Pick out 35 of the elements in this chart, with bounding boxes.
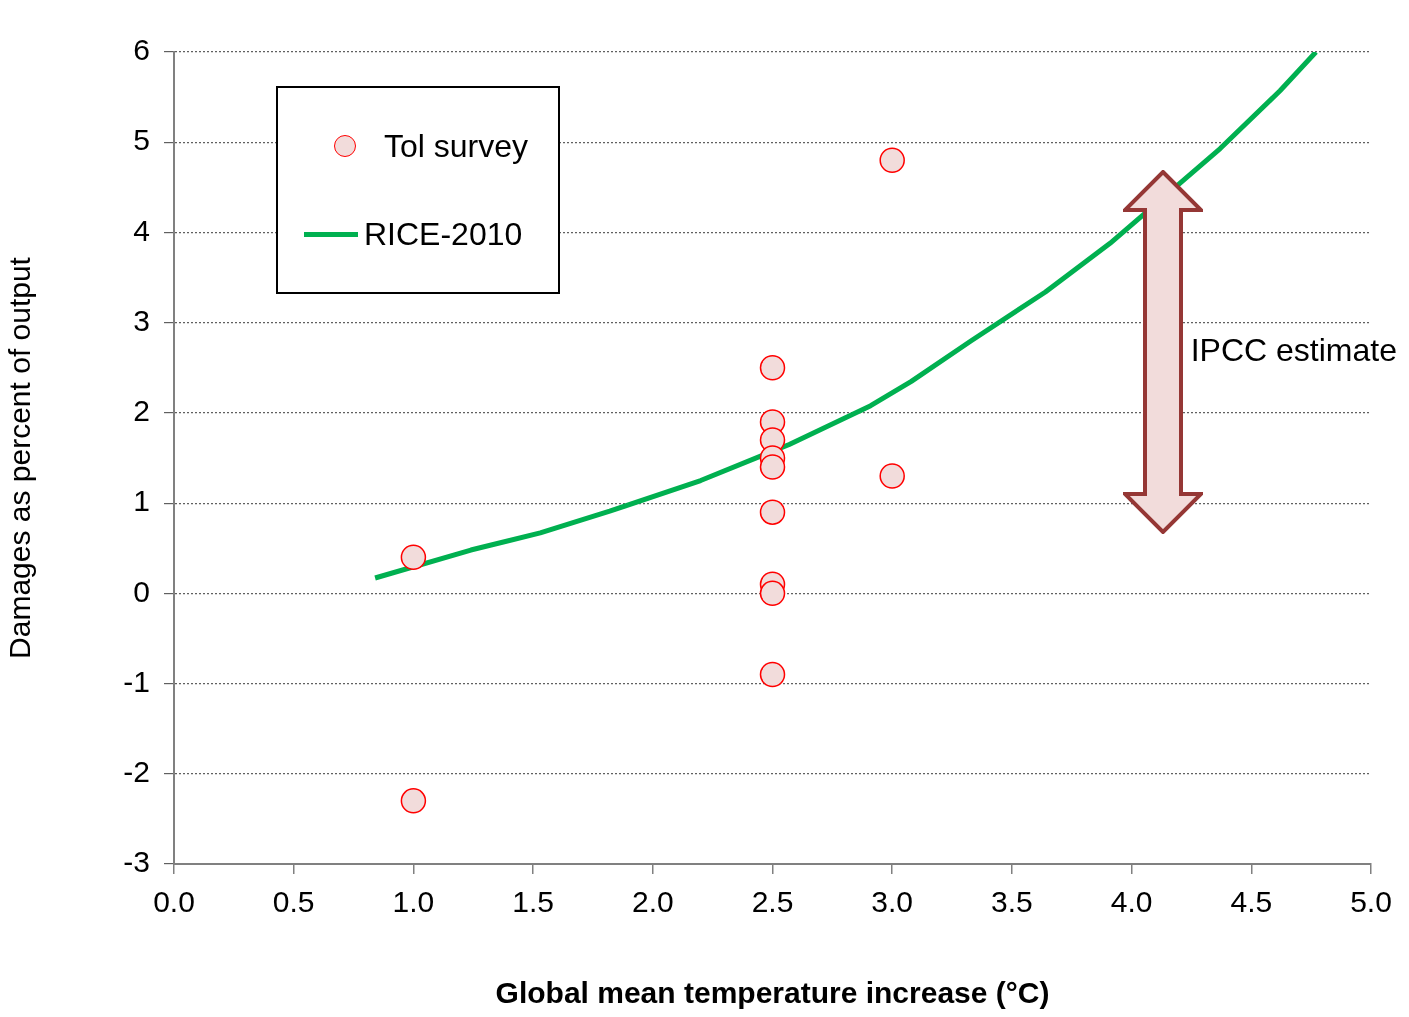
y-tick-label: -3 — [123, 845, 150, 879]
annotation: IPCC estimate — [1190, 332, 1397, 369]
y-tick-label: 6 — [133, 33, 150, 67]
legend-label: RICE-2010 — [364, 215, 523, 253]
point — [400, 544, 427, 570]
point — [879, 147, 905, 174]
point — [759, 580, 786, 607]
y-tick-label: 4 — [133, 213, 150, 247]
x-tick-label: 3.5 — [991, 885, 1033, 919]
point — [759, 499, 786, 525]
y-tick-label: 1 — [133, 484, 150, 518]
y-tick-label: 0 — [133, 574, 150, 608]
x-tick-label: 0.0 — [153, 885, 195, 919]
x-tick-label: 0.5 — [272, 885, 315, 919]
x-tick-label: 2.5 — [751, 885, 794, 919]
x-tick-label: 4.0 — [1110, 885, 1153, 919]
x-tick-label: 5.0 — [1350, 885, 1392, 919]
legend-label: Tol survey — [384, 127, 529, 165]
x-axis-title: Global mean temperature increase (°C) — [495, 976, 1050, 1010]
x-tick-label: 3.0 — [871, 885, 914, 919]
point — [400, 788, 427, 814]
point — [759, 454, 786, 480]
y-tick-label: -1 — [123, 664, 150, 698]
x-tick-label: 4.5 — [1230, 885, 1273, 919]
point — [759, 661, 786, 688]
point — [879, 463, 905, 489]
x-tick-label: 1.5 — [512, 885, 554, 919]
x-tick-label: 2.0 — [631, 885, 674, 919]
x-tick-label: 1.0 — [392, 885, 435, 919]
y-tick-label: 3 — [133, 303, 150, 337]
y-tick-label: -2 — [123, 755, 150, 789]
y-axis-title: Damages as percent of output — [3, 256, 37, 659]
y-tick-label: 5 — [133, 123, 150, 157]
y-tick-label: 2 — [133, 394, 150, 428]
point — [759, 355, 786, 381]
